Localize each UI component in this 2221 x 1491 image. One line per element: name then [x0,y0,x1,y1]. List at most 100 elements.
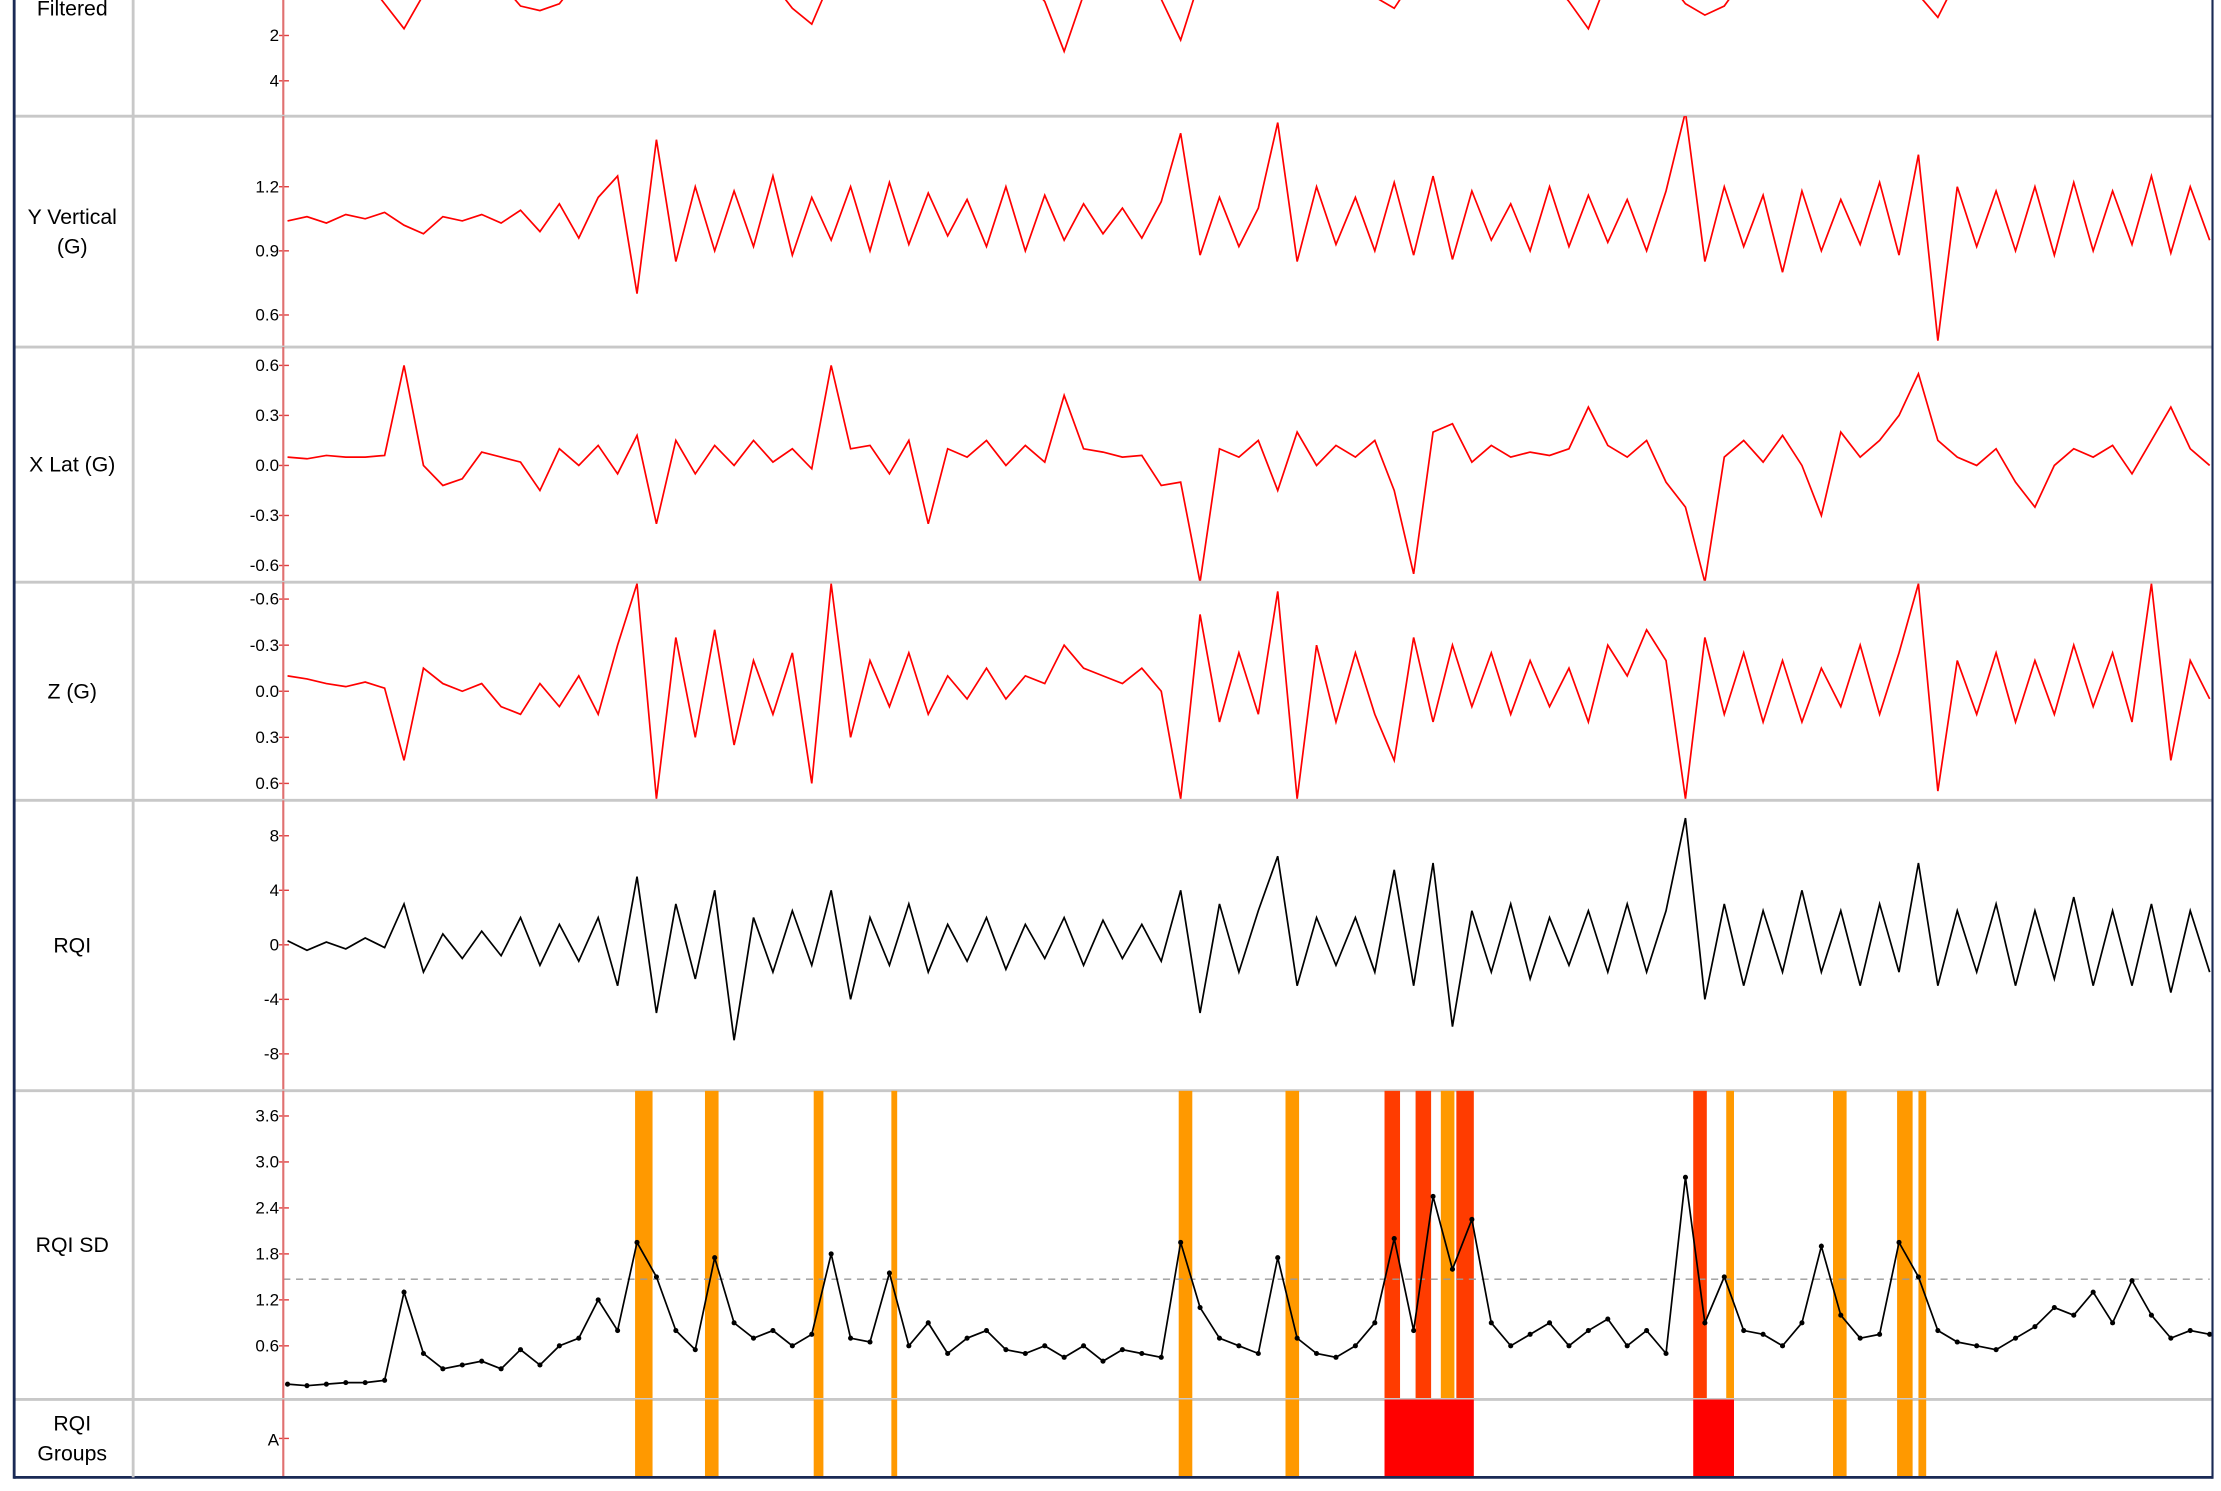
point [1488,1320,1494,1326]
point [1449,1266,1456,1272]
point [1081,1343,1087,1349]
panel [287,116,2211,341]
point [1779,1343,1786,1349]
point [2051,1304,2057,1311]
point [479,1358,485,1364]
point [1644,1327,1650,1334]
point [1255,1350,1261,1357]
panel-label: Filtered [37,0,108,21]
band [1285,1399,1300,1478]
band [1726,1090,1734,1400]
point [2187,1327,2193,1334]
y-tick-label: 1.2 [255,177,279,196]
point [1119,1347,1125,1353]
y-tick-label: -0.3 [250,636,279,655]
y-tick-label: 3.0 [255,1153,279,1172]
y-tick-label: 0.6 [255,306,279,325]
point [459,1362,465,1368]
point [1760,1331,1766,1337]
point [1391,1236,1397,1242]
band [813,1090,824,1400]
band [1693,1399,1734,1478]
y-tick-label: -0.3 [250,506,279,525]
point [964,1335,970,1341]
point [925,1320,931,1326]
point [382,1377,388,1383]
panel [283,1090,2213,1400]
point [284,1381,291,1387]
band [1440,1090,1455,1400]
point [983,1327,990,1334]
point [1100,1358,1106,1364]
y-tick-label: 8 [270,826,279,845]
point [1974,1343,1980,1349]
point [712,1255,718,1261]
point [576,1335,582,1341]
signal-line [287,116,2211,341]
point [595,1297,601,1303]
signal-line [287,583,2211,799]
point [1663,1350,1669,1357]
panel-label: RQI [53,934,91,958]
point [2012,1335,2019,1341]
y-tick-label: 0.3 [255,406,279,425]
point [789,1343,795,1349]
point [1372,1320,1378,1326]
point [2168,1335,2174,1341]
y-tick-label: 4 [270,881,279,900]
point [1197,1304,1203,1311]
point [906,1343,912,1349]
y-tick-label: 0.0 [255,682,279,701]
y-tick-label: 0.6 [255,356,279,375]
panel [287,583,2211,799]
point [2148,1312,2154,1318]
point [945,1350,951,1357]
band [1897,1399,1913,1478]
point [1896,1239,1902,1245]
y-tick-label: 0.6 [255,1337,279,1356]
band [1456,1090,1474,1400]
band [635,1090,653,1400]
point [1682,1174,1689,1180]
band [1285,1090,1300,1400]
point [1915,1274,1921,1280]
point [692,1347,698,1353]
band [891,1090,898,1400]
point [848,1335,854,1341]
point [1411,1327,1417,1334]
panel-label: Z (G) [47,679,97,703]
point [750,1335,757,1341]
panel-label: Y Vertical [28,205,117,229]
point [673,1327,679,1334]
panel-label: X Lat (G) [29,453,115,477]
point [2110,1320,2116,1326]
y-tick-label: 0.6 [255,774,279,793]
point [1158,1354,1164,1360]
point [537,1362,543,1368]
point [1585,1327,1591,1334]
point [2032,1324,2038,1330]
point [1877,1331,1883,1337]
point [517,1347,524,1353]
point [323,1381,329,1387]
band [813,1399,824,1478]
point [1838,1312,1844,1318]
point [420,1350,426,1357]
point [634,1239,640,1245]
y-tick-label: 4 [270,71,279,90]
point [1954,1339,1960,1345]
point [615,1327,621,1334]
band [891,1399,898,1478]
y-tick-label: 0 [270,935,279,954]
y-tick-label: -0.6 [250,556,279,575]
band [1897,1090,1913,1400]
point [1857,1335,1863,1341]
point [1741,1327,1747,1334]
point [1139,1350,1145,1357]
panel-label: (G) [57,235,88,259]
point [1236,1343,1242,1349]
y-tick-label: 3.6 [255,1107,279,1126]
